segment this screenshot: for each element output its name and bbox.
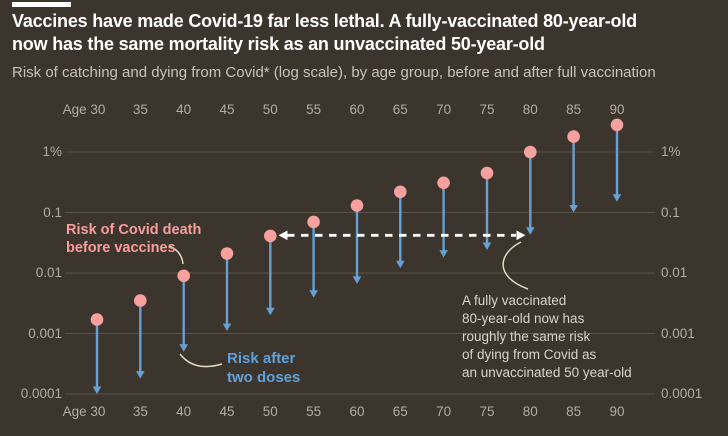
ytick-left-0.01: 0.01 (35, 265, 62, 280)
ytick-right-0.0001: 0.0001 (661, 386, 703, 401)
before-dot (480, 166, 494, 180)
chart-title-line1: Vaccines have made Covid-19 far less let… (12, 11, 637, 31)
axis-top-label-90: 90 (609, 102, 625, 117)
before-dot (90, 313, 104, 326)
axis-bottom-label-35: 35 (132, 404, 148, 419)
comparison-callout-line1: A fully vaccinated (462, 293, 567, 308)
before-dot (524, 145, 537, 159)
ytick-left-0.001: 0.001 (28, 325, 62, 341)
axis-bottom-label-45: 45 (219, 404, 235, 419)
chart-subtitle: Risk of catching and dying from Covid* (… (12, 64, 656, 81)
axis-top-label-80: 80 (522, 102, 538, 117)
before-dot (610, 118, 624, 132)
axis-top-label-85: 85 (566, 102, 582, 117)
after-arrow-head (396, 260, 405, 269)
ytick-left-0.0001: 0.0001 (20, 386, 62, 401)
axis-bottom-label-90: 90 (609, 404, 625, 419)
axis-top-label-45: 45 (219, 102, 235, 117)
before-dot (437, 176, 450, 190)
axis-bottom-label-55: 55 (306, 404, 322, 419)
after-arrow-head (569, 205, 578, 213)
after-two-doses-label-line1: Risk after (227, 350, 296, 367)
axis-top-label-40: 40 (176, 102, 192, 117)
accent-bar (12, 2, 71, 7)
axis-top-label-35: 35 (132, 102, 148, 117)
axis-bottom-label-75: 75 (479, 404, 495, 419)
ytick-right-0.1: 0.1 (661, 204, 680, 220)
comparison-callout-line2: 80-year-old now has (462, 311, 585, 326)
comparison-arrow-left-head (278, 230, 288, 241)
after-two-doses-label-line2: two doses (227, 369, 301, 386)
axis-top-label-75: 75 (479, 102, 495, 117)
after-label-connector (179, 353, 223, 368)
after-arrow-head (482, 242, 492, 250)
after-arrow-head (222, 323, 232, 331)
callout-connector (502, 241, 529, 290)
ytick-right-0.001: 0.001 (661, 325, 695, 341)
after-arrow-head (439, 250, 448, 258)
before-vaccines-label-line1: Risk of Covid death (66, 222, 202, 238)
before-vaccines-label: Risk of Covid death before vaccines (66, 221, 201, 257)
before-dot (134, 294, 147, 307)
after-arrow-head (92, 386, 102, 394)
ytick-left-0.1: 0.1 (43, 204, 62, 220)
after-arrow-head (352, 276, 362, 284)
comparison-callout-line5: an unvaccinated 50 year-old (462, 365, 632, 380)
after-arrow-head (309, 290, 318, 298)
comparison-callout-line3: roughly the same risk (462, 329, 591, 344)
before-label-connector (168, 245, 184, 265)
after-arrow-head (612, 194, 622, 202)
axis-top-label-50: 50 (262, 102, 278, 117)
axis-top-label-70: 70 (436, 102, 452, 117)
comparison-callout: A fully vaccinated 80-year-old now has r… (462, 292, 632, 382)
before-dot (567, 130, 580, 143)
axis-bottom-label-65: 65 (392, 404, 408, 419)
after-arrow-head (179, 344, 188, 352)
axis-bottom-label-70: 70 (436, 404, 452, 419)
ytick-right-1%: 1% (661, 144, 681, 159)
axis-top-label-30: Age 30 (62, 102, 106, 117)
axis-top-label-55: 55 (306, 102, 322, 117)
comparison-arrow-right-head (516, 230, 526, 241)
after-two-doses-label: Risk after two doses (227, 349, 300, 387)
axis-top-label-60: 60 (349, 102, 365, 117)
chart-title: Vaccines have made Covid-19 far less let… (12, 10, 724, 56)
axis-top-label-65: 65 (392, 102, 408, 117)
after-arrow-head (526, 227, 535, 235)
axis-bottom-label-50: 50 (262, 404, 278, 419)
axis-bottom-label-60: 60 (349, 404, 365, 419)
before-dot (177, 269, 190, 283)
axis-bottom-label-30: Age 30 (62, 404, 106, 419)
ytick-right-0.01: 0.01 (661, 265, 688, 280)
chart-title-line2: now has the same mortality risk as an un… (12, 34, 545, 54)
axis-bottom-label-80: 80 (522, 404, 538, 419)
comparison-callout-line4: of dying from Covid as (462, 347, 597, 362)
before-dot (307, 215, 320, 229)
after-arrow-head (266, 307, 275, 316)
before-vaccines-label-line2: before vaccines (66, 240, 176, 256)
before-dot (350, 199, 364, 212)
after-arrow-head (136, 371, 145, 379)
before-dot (220, 247, 234, 260)
before-dot (264, 229, 277, 243)
before-dot (394, 185, 407, 199)
ytick-left-1%: 1% (42, 144, 62, 159)
axis-bottom-label-85: 85 (566, 404, 582, 419)
axis-bottom-label-40: 40 (176, 404, 192, 419)
